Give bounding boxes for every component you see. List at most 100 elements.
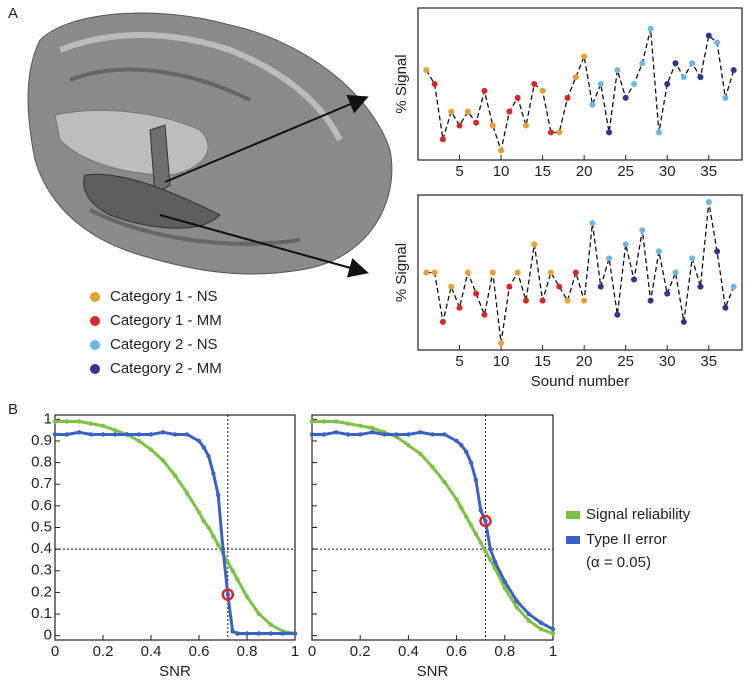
series-point: [333, 430, 339, 435]
data-point: [523, 297, 529, 304]
series-point: [538, 626, 544, 632]
series-point: [333, 419, 339, 424]
data-point: [489, 122, 496, 129]
data-point: [647, 297, 654, 304]
data-point: [464, 269, 471, 276]
x-tick-label: 10: [493, 353, 510, 370]
y-tick-label: 0.5: [31, 518, 52, 535]
series-point: [256, 611, 262, 617]
series-point: [459, 505, 464, 511]
legend-label: Category 2 - NS: [110, 336, 218, 353]
data-point: [597, 81, 604, 87]
data-point: [556, 283, 563, 290]
data-point: [514, 94, 521, 101]
data-point: [456, 122, 463, 129]
series-point: [88, 421, 94, 426]
legend-label: Category 1 - NS: [110, 288, 218, 305]
series-point: [235, 631, 240, 636]
x-tick-label: 20: [576, 163, 593, 180]
legend-label: Category 1 - MM: [110, 312, 222, 329]
x-axis-label: SNR: [159, 663, 191, 680]
data-point: [481, 87, 488, 94]
series-point: [473, 477, 479, 483]
data-point: [655, 248, 662, 255]
series-point: [406, 432, 411, 437]
data-point: [439, 136, 446, 143]
series-point: [211, 533, 216, 539]
plot-frame: [54, 414, 296, 641]
data-point: [680, 318, 687, 325]
data-point: [506, 283, 513, 290]
data-point: [722, 304, 729, 311]
y-tick-label: 0.7: [31, 475, 52, 492]
series-point: [112, 427, 118, 433]
panel-label: B: [8, 401, 18, 418]
x-tick-label: 35: [700, 353, 717, 370]
data-point: [606, 129, 613, 136]
series-point: [148, 432, 154, 437]
plot-frame: [417, 7, 743, 161]
x-tick-label: 30: [659, 163, 676, 180]
x-tick-label: 0.4: [141, 643, 162, 660]
series-point: [292, 631, 298, 636]
data-point: [589, 101, 596, 108]
series-point: [268, 631, 274, 636]
series-line: [55, 430, 295, 636]
data-point: [705, 32, 712, 39]
data-point: [564, 94, 571, 101]
x-tick-label: 0.8: [494, 643, 515, 660]
series-point: [216, 542, 221, 548]
series-point: [526, 618, 532, 623]
data-point: [523, 122, 529, 129]
y-tick-label: 0.3: [31, 562, 52, 579]
y-tick-label: 0.1: [31, 605, 52, 622]
series-point: [244, 631, 250, 636]
data-point: [448, 108, 455, 115]
series-point: [370, 425, 375, 431]
y-axis-label: % Signal: [393, 54, 410, 113]
series-point: [394, 432, 399, 437]
series-point: [196, 510, 202, 515]
series-point: [459, 443, 464, 448]
y-tick-label: 0.6: [31, 497, 52, 514]
legend-label: Type II error: [586, 531, 667, 548]
data-point: [514, 269, 521, 276]
series-point: [309, 419, 315, 424]
series-point: [172, 432, 178, 437]
x-tick-label: 5: [455, 353, 463, 370]
series-point: [502, 579, 507, 584]
x-tick-label: 15: [534, 353, 551, 370]
series-point: [256, 631, 262, 636]
series-point: [230, 568, 235, 573]
series-point: [468, 460, 474, 465]
series-point: [52, 432, 58, 437]
x-axis-label: Sound number: [531, 373, 629, 390]
x-tick-label: 0.6: [189, 643, 210, 660]
data-point: [547, 269, 554, 276]
legend-swatch: [90, 364, 100, 374]
x-tick-label: 0.6: [446, 643, 467, 660]
data-point: [448, 283, 455, 290]
data-point: [473, 290, 480, 297]
x-tick-label: 15: [534, 163, 551, 180]
data-point: [705, 199, 712, 206]
data-line: [425, 28, 735, 153]
series-point: [225, 592, 230, 597]
series-point: [52, 419, 58, 424]
data-point: [714, 248, 721, 255]
data-point: [714, 39, 721, 46]
series-point: [235, 577, 240, 582]
data-point: [697, 283, 704, 290]
x-tick-label: 0.8: [237, 643, 258, 660]
data-point: [730, 283, 737, 290]
data-point: [639, 60, 646, 67]
x-tick-label: 0.2: [93, 643, 114, 660]
series-point: [473, 531, 479, 537]
series-point: [206, 525, 211, 530]
data-point: [672, 60, 679, 67]
series-point: [345, 421, 351, 426]
x-tick-label: 35: [700, 163, 717, 180]
series-point: [160, 458, 166, 463]
x-tick-label: 1: [549, 643, 557, 660]
